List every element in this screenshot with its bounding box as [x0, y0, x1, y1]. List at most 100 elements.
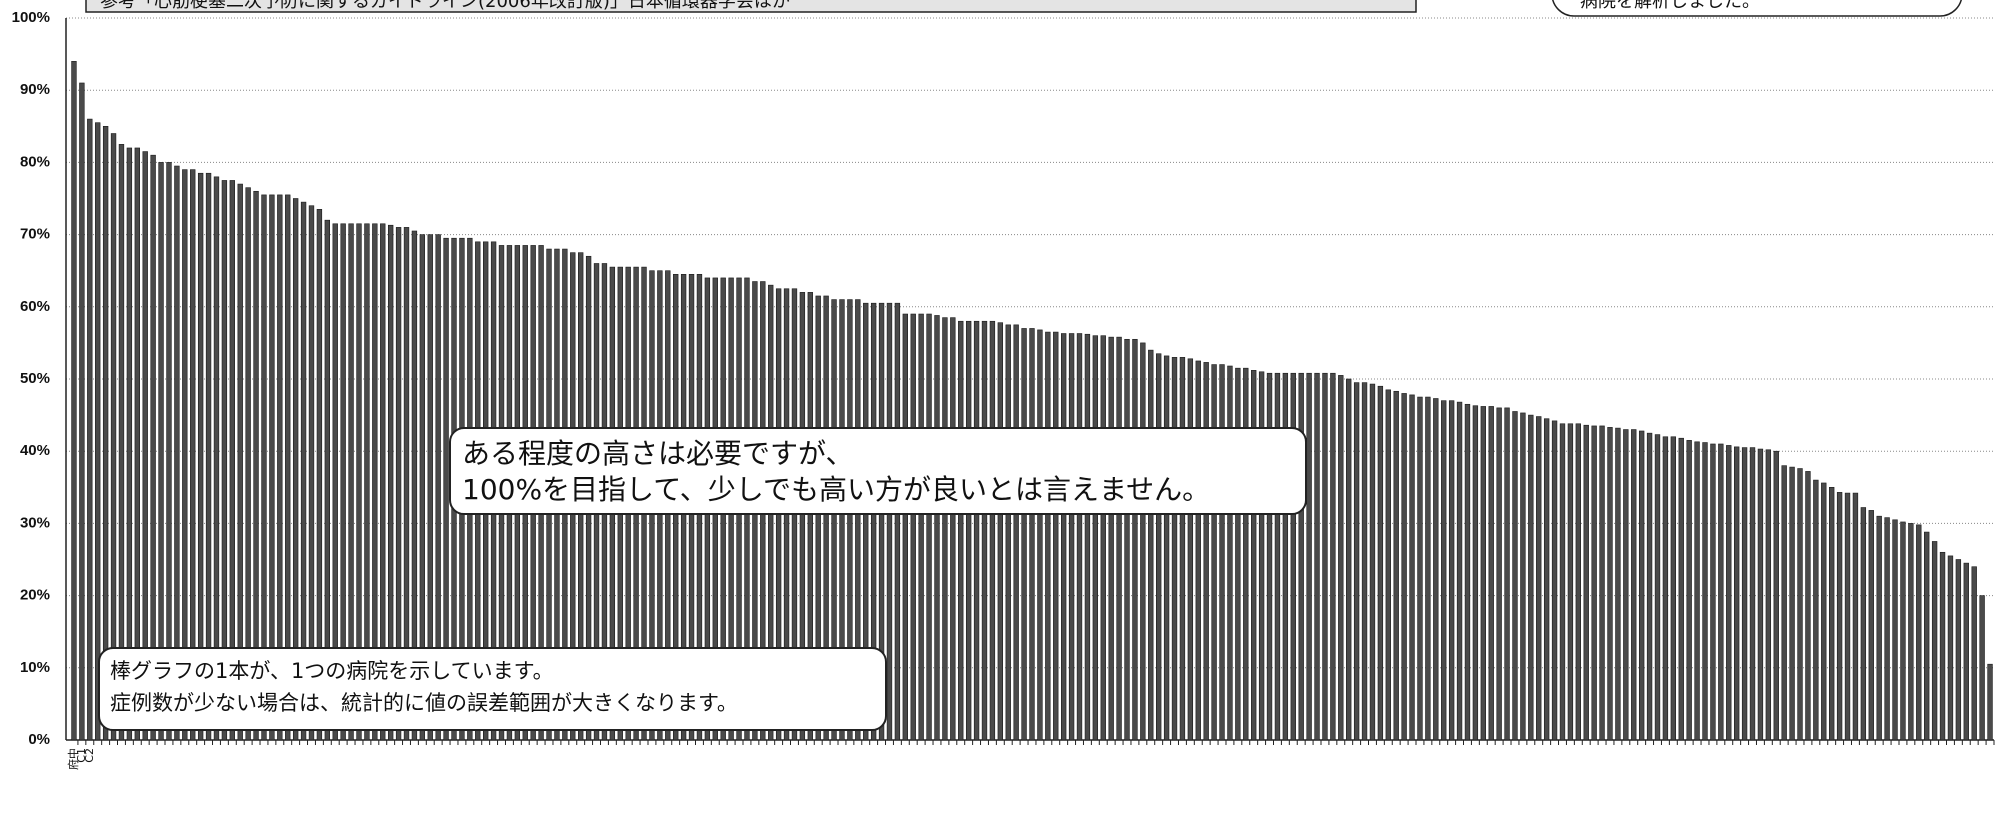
bar — [332, 223, 338, 741]
bar — [1979, 595, 1985, 741]
bar — [229, 180, 235, 741]
x-tick-label: C2 — [83, 748, 96, 763]
bar — [1702, 442, 1708, 741]
bar — [1765, 449, 1772, 741]
bar — [1860, 507, 1867, 741]
bar — [1448, 400, 1455, 741]
bar — [419, 234, 426, 741]
bar — [1757, 448, 1764, 741]
bar — [973, 320, 980, 741]
bar — [253, 190, 259, 741]
bar — [1290, 372, 1296, 741]
bar — [1163, 355, 1170, 741]
callout-box — [449, 427, 1307, 515]
bar — [1195, 360, 1201, 741]
bar — [839, 299, 845, 741]
bar — [174, 165, 180, 741]
bar — [902, 313, 908, 741]
bar — [934, 315, 940, 741]
bar — [190, 169, 196, 741]
bar — [1338, 375, 1344, 741]
y-tick-label: 30% — [20, 514, 50, 531]
bar — [1781, 465, 1787, 741]
bar — [1623, 429, 1629, 741]
bar — [1156, 353, 1162, 741]
bar — [1646, 432, 1653, 741]
bar — [1591, 425, 1597, 741]
bar — [965, 320, 972, 741]
bar — [855, 299, 861, 741]
bar — [1567, 423, 1574, 741]
bar — [1607, 427, 1613, 741]
x-tick-label: C1 — [75, 748, 88, 763]
bar — [1116, 336, 1122, 741]
bar — [134, 147, 140, 741]
bar — [1274, 372, 1281, 741]
bar — [1583, 424, 1589, 741]
bar — [277, 194, 283, 741]
bar — [150, 154, 156, 741]
bar — [1504, 407, 1510, 741]
bar — [340, 223, 346, 741]
bar — [1060, 333, 1067, 741]
bar — [142, 151, 148, 741]
bar — [1092, 335, 1099, 741]
bar — [1773, 450, 1779, 741]
bar — [300, 201, 307, 741]
y-tick-label: 100% — [12, 9, 50, 26]
callout-text: 症例数が少ない場合は、統計的に値の誤差範囲が大きくなります。 — [110, 691, 738, 715]
bar — [166, 162, 172, 741]
callout-text: 棒グラフの1本が、1つの病院を示しています。 — [110, 659, 554, 683]
bar — [1987, 663, 1993, 741]
x-tick-label: 府中 — [66, 748, 80, 770]
bar — [870, 302, 877, 741]
bar — [1132, 338, 1138, 741]
bar — [1417, 396, 1423, 741]
bar — [1346, 378, 1352, 741]
bar — [1068, 333, 1075, 741]
bar — [1559, 423, 1566, 741]
bar — [387, 224, 394, 741]
bar — [894, 302, 901, 741]
callout-top — [1552, 0, 1962, 17]
bar — [1441, 400, 1447, 741]
bar — [878, 302, 885, 741]
bar — [1916, 524, 1922, 741]
bar — [1211, 364, 1217, 741]
y-tick-label: 50% — [20, 370, 50, 387]
bar — [1464, 403, 1471, 741]
bar — [1203, 362, 1209, 741]
bar — [71, 61, 77, 741]
bar — [348, 223, 354, 741]
bar — [1575, 423, 1581, 741]
bar — [1433, 398, 1439, 741]
bar — [831, 299, 837, 741]
callout-top-text: 病院を解析しました。 — [1580, 0, 1760, 12]
bar — [316, 209, 323, 741]
bar — [1013, 324, 1019, 741]
bar — [1005, 324, 1011, 741]
bar — [1821, 482, 1827, 741]
bar — [815, 295, 821, 741]
bar — [1401, 393, 1407, 741]
bar — [1314, 372, 1320, 741]
bar — [1678, 437, 1684, 741]
bar — [79, 82, 85, 741]
bar — [1733, 446, 1740, 741]
bar — [1076, 333, 1083, 741]
bar — [1931, 541, 1938, 741]
bar — [1187, 358, 1194, 741]
bar — [1108, 336, 1114, 741]
bar — [269, 194, 275, 741]
bar — [395, 227, 402, 741]
bar — [1243, 367, 1249, 741]
bar — [158, 162, 164, 741]
bar — [1140, 342, 1146, 741]
bar — [1235, 367, 1241, 741]
callout-box — [98, 647, 887, 731]
y-tick-label: 20% — [20, 587, 50, 604]
bar — [205, 172, 212, 741]
bar — [1409, 394, 1415, 741]
bar — [118, 144, 125, 741]
